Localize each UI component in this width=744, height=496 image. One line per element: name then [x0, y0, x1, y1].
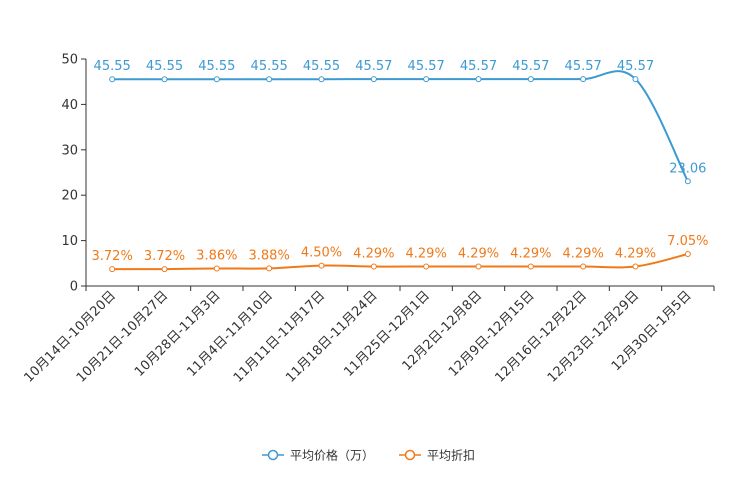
data-label: 45.55: [146, 59, 183, 74]
data-label: 45.57: [565, 59, 602, 74]
data-point: [632, 263, 639, 270]
legend-item-avg-discount[interactable]: 平均折扣: [399, 448, 475, 463]
y-tick-label: 10: [61, 234, 78, 249]
data-label: 4.29%: [563, 247, 604, 262]
series-avg-discount: 3.72% 3.72% 3.86% 3.88% 4.50% 4.29% 4.29% 4.29%…: [92, 234, 708, 273]
data-point: [580, 76, 587, 83]
y-tick-label: 30: [61, 143, 78, 158]
data-point: [318, 262, 325, 269]
data-point: [266, 76, 273, 83]
data-point: [109, 266, 116, 273]
data-label: 3.72%: [92, 249, 133, 264]
legend-label: 平均折扣: [427, 448, 475, 463]
data-label: 45.55: [198, 59, 235, 74]
data-label: 45.57: [460, 59, 497, 74]
data-label: 3.72%: [144, 249, 185, 264]
data-point: [266, 265, 273, 272]
legend[interactable]: 平均价格（万） 平均折扣: [262, 448, 475, 463]
data-point: [423, 263, 430, 270]
data-label: 4.29%: [458, 247, 499, 262]
data-label: 3.88%: [249, 248, 290, 263]
data-label: 3.86%: [196, 248, 237, 263]
y-tick-label: 20: [61, 189, 78, 204]
series-line: [112, 70, 689, 182]
data-point: [684, 250, 691, 257]
data-point: [109, 76, 116, 83]
data-point: [161, 76, 168, 83]
data-point: [370, 76, 377, 83]
axes: 0102030405010月14日-10月20日10月21日-10月27日10月…: [22, 53, 715, 386]
data-label: 45.57: [355, 59, 392, 74]
data-label: 45.55: [303, 59, 340, 74]
data-label: 45.57: [408, 59, 445, 74]
x-tick-label: 10月21日-10月27日: [74, 288, 171, 385]
legend-label: 平均价格（万）: [290, 448, 374, 463]
series-line: [112, 253, 689, 271]
data-label: 4.50%: [301, 246, 342, 261]
series-avg-price: 45.55 45.55 45.55 45.55 45.55 45.57 45.57 45.57…: [94, 59, 706, 185]
data-label: 7.05%: [667, 234, 708, 249]
data-point: [527, 263, 534, 270]
data-point: [213, 265, 220, 272]
data-point: [580, 263, 587, 270]
data-point: [213, 76, 220, 83]
data-label: 45.55: [94, 59, 131, 74]
legend-marker-icon: [404, 449, 416, 461]
data-label: 23.06: [669, 161, 706, 176]
x-tick-label: 12月16日-12月22日: [493, 288, 590, 385]
y-tick-label: 50: [61, 53, 78, 68]
x-tick-label: 10月14日-10月20日: [22, 288, 119, 385]
data-point: [632, 76, 639, 83]
x-tick-label: 11月18日-11月24日: [283, 288, 380, 385]
data-label: 45.57: [617, 59, 654, 74]
y-tick-label: 40: [61, 98, 78, 113]
data-point: [684, 178, 691, 185]
legend-marker-icon: [267, 449, 279, 461]
x-tick-label: 12月23日-12月29日: [545, 288, 642, 385]
data-point: [161, 266, 168, 273]
data-point: [527, 76, 534, 83]
x-tick-label: 11月11日-11月17日: [231, 288, 328, 385]
y-tick-label: 0: [70, 280, 78, 295]
data-point: [423, 76, 430, 83]
data-point: [318, 76, 325, 83]
legend-item-avg-price[interactable]: 平均价格（万）: [262, 448, 374, 463]
data-point: [475, 263, 482, 270]
data-label: 4.29%: [406, 247, 447, 262]
data-label: 4.29%: [353, 247, 394, 262]
data-point: [475, 76, 482, 83]
data-label: 4.29%: [615, 247, 656, 262]
data-label: 45.55: [251, 59, 288, 74]
data-label: 45.57: [512, 59, 549, 74]
series-layer: 45.55 45.55 45.55 45.55 45.55 45.57 45.57 45.57…: [92, 59, 708, 273]
data-label: 4.29%: [510, 247, 551, 262]
data-point: [370, 263, 377, 270]
